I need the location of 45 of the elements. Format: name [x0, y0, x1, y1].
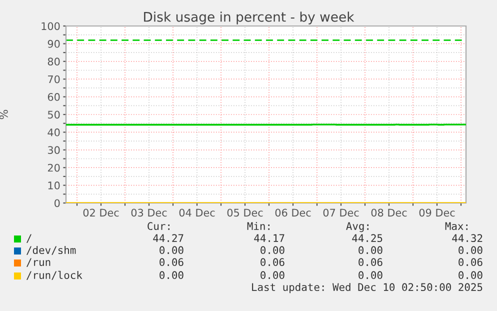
- text: 0.00: [160, 246, 184, 254]
- chart-title: Disk usage in percent - by week: [144, 12, 354, 24]
- x-tick-label: 07 Dec: [323, 208, 359, 217]
- y-tick-label: 100: [42, 22, 60, 30]
- x-tick-label: 02 Dec: [83, 208, 119, 217]
- y-tick-label: 80: [48, 58, 60, 66]
- y-tick-label: 90: [48, 40, 60, 48]
- y-tick-label: 70: [48, 75, 60, 84]
- text: 0.00: [458, 271, 482, 280]
- legend-label: /: [26, 234, 32, 243]
- y-tick-label: 20: [48, 164, 60, 172]
- x-tick-label: 03 Dec: [131, 208, 167, 217]
- y-tick-label: 50: [48, 110, 60, 119]
- text: 0.00: [260, 271, 284, 280]
- y-tick-label: 30: [48, 146, 60, 154]
- text: 0.00: [358, 246, 382, 254]
- text: 0.00: [260, 246, 284, 254]
- text: 44.27: [153, 234, 184, 242]
- text: 0.06: [458, 258, 482, 266]
- text: 44.32: [452, 234, 482, 242]
- text: 0.00: [458, 246, 482, 254]
- y-tick-label: 40: [48, 128, 60, 136]
- y-tick-label: 10: [48, 182, 60, 190]
- legend-label: /run: [26, 258, 50, 267]
- text: Last update: Wed Dec 10 02:50:00 2025: [252, 282, 482, 294]
- text: 0.06: [358, 258, 382, 266]
- y-tick-label: 60: [48, 93, 60, 101]
- text: 0.00: [160, 271, 184, 280]
- text: 0.06: [160, 258, 184, 266]
- text: Avg:: [346, 222, 368, 232]
- text: 0.00: [358, 271, 382, 280]
- legend-label: /dev/shm: [26, 246, 76, 255]
- text: 44.17: [254, 234, 284, 242]
- x-tick-label: 09 Dec: [419, 208, 455, 217]
- x-tick-label: 06 Dec: [275, 208, 311, 217]
- y-tick-label: 0: [54, 199, 60, 208]
- legend-label: /run/lock: [26, 270, 82, 280]
- text: 44.25: [352, 234, 382, 242]
- x-tick-label: 08 Dec: [371, 208, 407, 217]
- text: Cur:: [148, 222, 170, 230]
- text: Max:: [445, 222, 468, 230]
- x-tick-label: 04 Dec: [179, 208, 215, 217]
- text: 0.06: [260, 258, 284, 266]
- x-tick-label: 05 Dec: [227, 208, 263, 217]
- text: Min:: [247, 222, 270, 230]
